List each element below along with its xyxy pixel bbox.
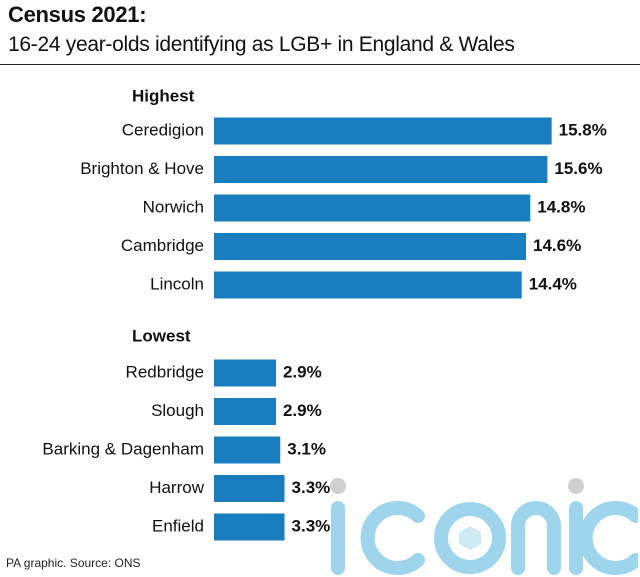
category-label: Enfield [152, 516, 204, 535]
bar [214, 398, 276, 425]
category-label: Lincoln [150, 274, 204, 293]
chart-title: Census 2021: [8, 2, 147, 27]
bar [214, 359, 276, 387]
value-label: 14.8% [537, 197, 585, 216]
value-label: 14.6% [533, 236, 581, 255]
value-label: 15.6% [554, 159, 602, 178]
category-label: Slough [151, 401, 204, 420]
iconic-watermark-logo [330, 478, 638, 575]
category-label: Barking & Dagenham [42, 439, 204, 458]
category-label: Harrow [149, 478, 205, 497]
value-label: 3.3% [292, 516, 331, 535]
category-label: Cambridge [121, 236, 204, 255]
bar [214, 194, 531, 222]
source-footer: PA graphic. Source: ONS [6, 556, 141, 570]
bar [214, 271, 522, 299]
value-label: 14.4% [529, 274, 577, 293]
bar [214, 156, 548, 183]
bar [214, 513, 285, 541]
value-label: 15.8% [559, 120, 607, 139]
title-divider [0, 64, 640, 65]
category-label: Redbridge [126, 362, 204, 381]
category-label: Norwich [143, 197, 204, 216]
value-label: 3.1% [287, 439, 326, 458]
group-header: Lowest [132, 326, 191, 345]
bar [214, 436, 281, 464]
category-label: Brighton & Hove [80, 159, 204, 178]
value-label: 3.3% [292, 478, 331, 497]
group-header: Highest [132, 86, 195, 105]
chart-subtitle: 16-24 year-olds identifying as LGB+ in E… [8, 33, 515, 56]
value-label: 2.9% [283, 362, 322, 381]
bar [214, 233, 527, 260]
value-label: 2.9% [283, 401, 322, 420]
bar [214, 117, 552, 145]
category-label: Ceredigion [122, 120, 204, 139]
bar [214, 475, 285, 502]
